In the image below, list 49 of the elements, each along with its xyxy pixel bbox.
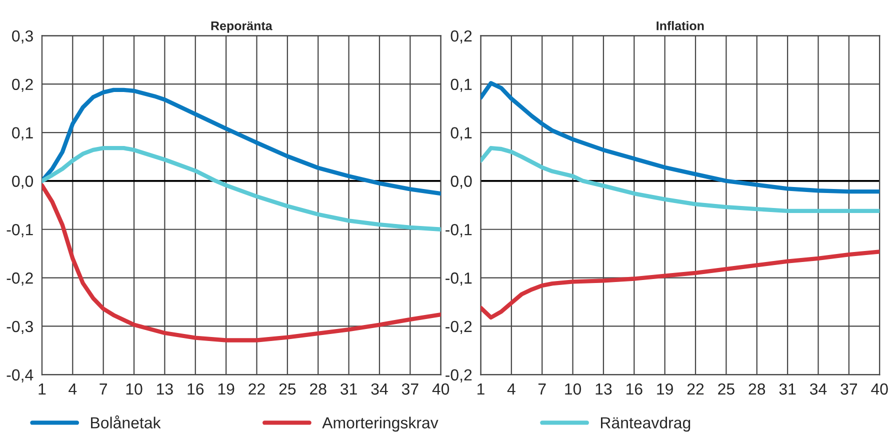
x-tick-label: 7 (100, 384, 107, 395)
x-tick-label: 28 (310, 383, 326, 395)
x-tick-label: 22 (687, 383, 704, 395)
y-tick-label: -0,1 (446, 272, 472, 286)
legend-label: Ränteavdrag (600, 416, 690, 432)
y-tick-label: -0,3 (6, 320, 33, 334)
x-tick-label: 40 (871, 383, 888, 395)
x-tick-label: 19 (657, 383, 673, 395)
y-tick-label: 0,3 (12, 30, 33, 44)
x-tick-label: 40 (432, 383, 450, 395)
x-tick-label: 7 (538, 384, 546, 395)
y-tick-label: 0,0 (450, 176, 472, 189)
x-tick-label: 25 (279, 383, 296, 395)
x-tick-label: 16 (626, 383, 642, 395)
x-tick-label: 37 (402, 383, 418, 395)
x-tick-label: 13 (157, 383, 173, 395)
y-tick-label: -0,2 (6, 272, 33, 286)
x-tick-label: 4 (68, 384, 77, 395)
y-tick-label: -0,1 (6, 224, 33, 238)
x-tick-label: 31 (340, 383, 357, 395)
x-tick-label: 4 (507, 384, 516, 395)
y-tick-label: 0,0 (12, 176, 34, 189)
x-tick-label: 25 (718, 383, 734, 395)
x-tick-label: 13 (596, 383, 612, 395)
y-tick-label: -0,2 (446, 369, 472, 382)
y-tick-label: 0,1 (12, 127, 33, 140)
x-tick-label: 34 (371, 383, 388, 395)
chart-title: Reporänta (211, 21, 272, 33)
x-tick-label: 1 (38, 384, 46, 395)
y-tick-label: 0,2 (12, 78, 33, 92)
legend-label: Amorteringskrav (322, 416, 438, 432)
y-tick-label: -0,2 (446, 320, 472, 334)
y-tick-label: 0,2 (450, 30, 472, 44)
y-tick-label: 0,1 (450, 78, 472, 92)
x-tick-label: 19 (218, 383, 234, 395)
y-tick-label: -0,4 (6, 369, 34, 382)
x-tick-label: 31 (779, 383, 796, 395)
chart-title: Inflation (656, 21, 704, 30)
legend-label: Bolånetak (91, 415, 161, 428)
x-tick-label: 37 (840, 383, 858, 395)
x-tick-label: 28 (748, 383, 766, 395)
y-tick-label: -0,1 (446, 224, 472, 238)
x-tick-label: 10 (126, 383, 142, 395)
x-tick-label: 22 (248, 383, 265, 395)
x-tick-label: 16 (188, 383, 204, 395)
x-tick-label: 10 (565, 383, 582, 395)
x-tick-label: 1 (478, 384, 484, 395)
y-tick-label: 0,1 (450, 127, 472, 140)
x-tick-label: 34 (810, 383, 827, 395)
